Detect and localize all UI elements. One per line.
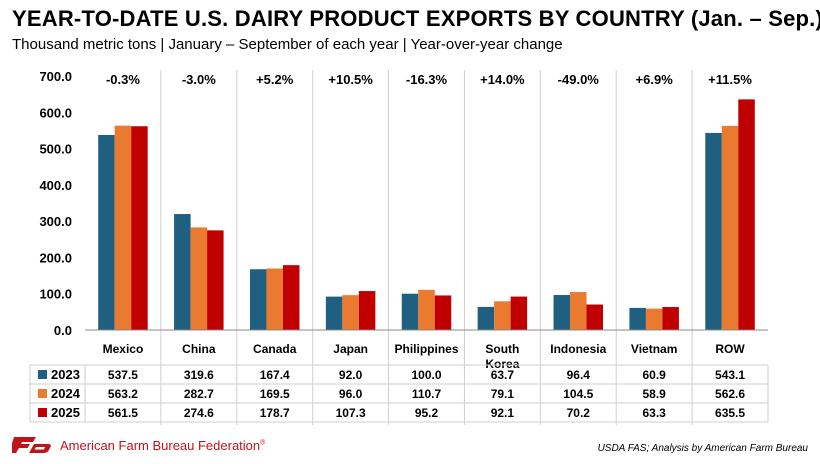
fb-logo-icon [12, 437, 51, 453]
yoy-change-label: -16.3% [406, 72, 448, 87]
y-tick-label: 0.0 [54, 323, 72, 338]
category-label: ROW [715, 342, 745, 356]
bar-2023 [553, 295, 571, 330]
bar-2023 [174, 214, 191, 330]
bar-2023 [249, 269, 267, 330]
bar-2025 [662, 307, 679, 330]
bar-2025 [586, 304, 604, 330]
table-cell-value: 167.4 [260, 368, 290, 382]
table-cell-value: 543.1 [715, 368, 745, 382]
bar-2024 [645, 308, 663, 330]
category-label: Canada [253, 342, 297, 356]
table-cell-value: 169.5 [260, 387, 290, 401]
bar-2024 [418, 289, 435, 330]
bar-2024 [190, 227, 208, 330]
y-tick-label: 700.0 [39, 69, 72, 84]
y-tick-label: 400.0 [39, 178, 72, 193]
category-label: Japan [333, 342, 368, 356]
bar-2023 [629, 307, 646, 330]
table-cell-value: 70.2 [567, 406, 591, 420]
yoy-change-label: +5.2% [256, 72, 294, 87]
bar-2025 [282, 265, 300, 330]
bar-2024 [266, 268, 283, 330]
table-cell-value: 63.3 [642, 406, 666, 420]
category-label: Mexico [103, 342, 144, 356]
table-cell-value: 100.0 [411, 368, 441, 382]
y-tick-label: 200.0 [39, 250, 72, 265]
y-tick-label: 100.0 [39, 287, 72, 302]
chart-subtitle: Thousand metric tons | January – Septemb… [12, 36, 563, 53]
legend-label-2024: 2024 [51, 386, 81, 401]
y-tick-label: 500.0 [39, 142, 72, 157]
table-cell-value: 561.5 [108, 406, 138, 420]
y-tick-label: 300.0 [39, 214, 72, 229]
bar-2025 [358, 291, 376, 330]
source-note: USDA FAS; Analysis by American Farm Bure… [597, 443, 808, 454]
bar-2025 [131, 126, 148, 331]
table-cell-value: 96.4 [567, 368, 591, 382]
table-cell-value: 110.7 [412, 387, 442, 401]
bar-2024 [494, 301, 511, 330]
bar-2023 [325, 296, 343, 330]
table-cell-value: 92.1 [491, 406, 515, 420]
organization-name: American Farm Bureau Federation® [60, 437, 266, 453]
bar-2023 [98, 134, 115, 330]
category-label: China [182, 342, 216, 356]
yoy-change-label: +6.9% [636, 72, 674, 87]
footer-logo: American Farm Bureau Federation® [12, 436, 265, 454]
table-cell-value: 319.6 [184, 368, 214, 382]
table-cell-value: 635.5 [715, 406, 745, 420]
table-cell-value: 537.5 [108, 368, 138, 382]
category-label: Vietnam [631, 342, 677, 356]
bar-2024 [114, 125, 132, 330]
bar-2025 [434, 295, 452, 330]
bar-2025 [510, 296, 528, 330]
bar-2024 [570, 292, 587, 330]
bar-2023 [705, 132, 722, 330]
bar-2025 [738, 99, 755, 330]
legend-label-2023: 2023 [51, 367, 80, 382]
table-cell-value: 63.7 [491, 368, 515, 382]
table-cell-value: 562.6 [715, 387, 745, 401]
table-cell-value: 92.0 [339, 368, 363, 382]
category-label: South [485, 342, 519, 356]
yoy-change-label: +11.5% [708, 72, 752, 87]
yoy-change-label: -0.3% [106, 72, 140, 87]
table-cell-value: 178.7 [260, 406, 290, 420]
table-cell-value: 274.6 [184, 406, 214, 420]
yoy-change-label: -49.0% [558, 72, 600, 87]
legend-swatch-2023 [38, 370, 47, 379]
table-cell-value: 563.2 [108, 387, 138, 401]
table-cell-value: 79.1 [491, 387, 515, 401]
bar-2025 [207, 230, 224, 330]
table-cell-value: 96.0 [339, 387, 363, 401]
legend-swatch-2024 [38, 389, 47, 398]
table-cell-value: 104.5 [563, 387, 593, 401]
table-cell-value: 282.7 [184, 387, 214, 401]
bar-2024 [721, 125, 739, 331]
table-cell-value: 58.9 [642, 387, 666, 401]
y-tick-label: 600.0 [39, 105, 72, 120]
bar-2023 [477, 306, 495, 330]
legend-label-2025: 2025 [51, 405, 80, 420]
yoy-change-label: +10.5% [328, 72, 373, 87]
table-cell-value: 95.2 [415, 406, 439, 420]
category-label: Philippines [394, 342, 458, 356]
table-cell-value: 107.3 [336, 406, 366, 420]
table-cell-value: 60.9 [642, 368, 666, 382]
yoy-change-label: +14.0% [480, 72, 525, 87]
bar-2024 [342, 295, 359, 330]
legend-swatch-2025 [38, 408, 47, 417]
category-label: Indonesia [550, 342, 606, 356]
chart-title: YEAR-TO-DATE U.S. DAIRY PRODUCT EXPORTS … [12, 6, 820, 31]
yoy-change-label: -3.0% [182, 72, 216, 87]
bar-2023 [401, 293, 419, 330]
category-label: Korea [485, 357, 519, 371]
